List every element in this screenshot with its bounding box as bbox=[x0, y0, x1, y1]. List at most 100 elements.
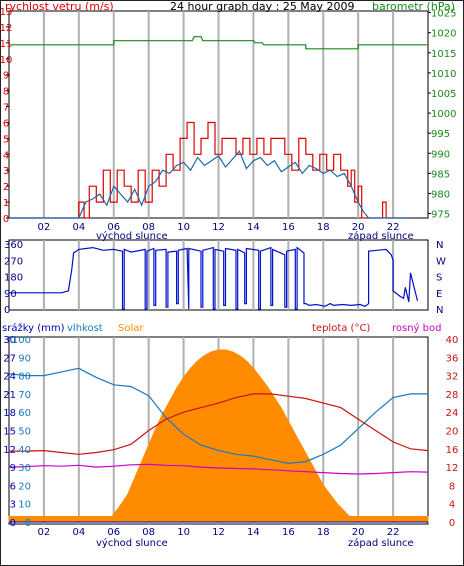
weather-xtick-2: 06 bbox=[107, 527, 120, 538]
wind-tick-1: 1 bbox=[3, 198, 9, 209]
wind-xtick-2: 06 bbox=[107, 222, 120, 233]
wind-tick-10: 10 bbox=[0, 55, 12, 66]
wind-xtick-1: 04 bbox=[72, 222, 85, 233]
wind-tick-8: 8 bbox=[3, 87, 9, 98]
pressure-tick-10: 1025 bbox=[431, 9, 456, 20]
wind-xtick-8: 18 bbox=[317, 222, 330, 233]
wind-tick-5: 5 bbox=[3, 134, 9, 145]
wind-tick-0: 0 bbox=[3, 214, 9, 225]
weather-xtick-8: 18 bbox=[317, 527, 330, 538]
temp-tick-1: 4 bbox=[449, 500, 455, 511]
wind-tick-2: 2 bbox=[3, 182, 9, 193]
humidity-tick-7: 70 bbox=[18, 390, 31, 401]
rain-tick-5: 15 bbox=[3, 427, 16, 438]
dir-compass-3: W bbox=[436, 256, 446, 267]
weather-xtick-0: 02 bbox=[38, 527, 51, 538]
humidity-tick-9: 90 bbox=[18, 353, 31, 364]
weather-xtick-6: 14 bbox=[247, 527, 260, 538]
rain-tick-1: 3 bbox=[10, 500, 16, 511]
humidity-tick-0: 0 bbox=[25, 518, 31, 529]
wind-tick-12: 12 bbox=[0, 23, 12, 34]
wind-tick-3: 3 bbox=[3, 166, 9, 177]
sunset-label-bottom: západ slunce bbox=[348, 537, 414, 549]
pressure-tick-6: 1005 bbox=[431, 89, 456, 100]
pressure-line bbox=[9, 36, 428, 50]
humidity-tick-6: 60 bbox=[18, 408, 31, 419]
rain-tick-0: 0 bbox=[10, 518, 16, 529]
dir-tick-3: 270 bbox=[4, 256, 23, 267]
sunrise-label-bottom: východ slunce bbox=[96, 537, 168, 549]
weather-xtick-5: 12 bbox=[212, 527, 225, 538]
humidity-tick-2: 20 bbox=[18, 481, 31, 492]
solar-axis-label: Solar bbox=[118, 323, 144, 334]
wind-tick-9: 9 bbox=[3, 71, 9, 82]
dir-compass-4: N bbox=[436, 240, 443, 251]
pressure-tick-1: 980 bbox=[431, 189, 450, 200]
dir-tick-2: 180 bbox=[4, 273, 23, 284]
sunrise-label-top: východ slunce bbox=[96, 230, 168, 242]
temp-tick-10: 40 bbox=[446, 335, 459, 346]
pressure-tick-2: 985 bbox=[431, 169, 450, 180]
temp-tick-4: 16 bbox=[446, 445, 459, 456]
wind-xtick-10: 22 bbox=[387, 222, 400, 233]
dir-tick-0: 0 bbox=[4, 305, 10, 316]
humidity-line bbox=[8, 367, 428, 465]
temp-tick-3: 12 bbox=[446, 463, 459, 474]
temp-tick-9: 36 bbox=[446, 353, 459, 364]
wind-xtick-0: 02 bbox=[38, 222, 51, 233]
dir-compass-1: E bbox=[436, 289, 442, 300]
wind-tick-11: 11 bbox=[0, 39, 12, 50]
pressure-tick-7: 1010 bbox=[431, 69, 456, 80]
dew-point-axis-label: rosný bod bbox=[392, 322, 441, 334]
wind-axis-label: rychlost vetru (m/s) bbox=[5, 0, 114, 13]
wind-tick-13: 13 bbox=[0, 7, 12, 18]
pressure-axis-label: barometr (hPa) bbox=[372, 0, 455, 13]
sunset-label-top: západ slunce bbox=[348, 230, 414, 242]
dir-tick-1: 90 bbox=[4, 289, 17, 300]
wind-xtick-9: 20 bbox=[352, 222, 365, 233]
humidity-tick-10: 100 bbox=[12, 335, 31, 346]
wind-tick-4: 4 bbox=[3, 150, 9, 161]
rain-tick-2: 6 bbox=[10, 481, 16, 492]
solar-area-fill bbox=[8, 349, 429, 523]
rain-tick-10: 30 bbox=[3, 335, 16, 346]
temp-tick-2: 8 bbox=[449, 481, 455, 492]
weather-xtick-1: 04 bbox=[72, 527, 85, 538]
weather-xtick-7: 16 bbox=[282, 527, 295, 538]
dir-compass-0: N bbox=[436, 305, 443, 316]
tick-labels: 0123456789101112139759809859909951000100… bbox=[0, 7, 458, 538]
pressure-tick-5: 1000 bbox=[431, 109, 456, 120]
temp-tick-7: 28 bbox=[446, 390, 459, 401]
humidity-tick-4: 40 bbox=[18, 445, 31, 456]
temp-tick-0: 0 bbox=[449, 518, 455, 529]
rain-tick-6: 18 bbox=[3, 408, 16, 419]
wind-tick-7: 7 bbox=[3, 103, 9, 114]
humidity-tick-1: 10 bbox=[18, 500, 31, 511]
humidity-tick-3: 30 bbox=[18, 463, 31, 474]
wind-xtick-4: 10 bbox=[177, 222, 190, 233]
temp-tick-5: 20 bbox=[446, 427, 459, 438]
temp-tick-6: 24 bbox=[446, 408, 459, 419]
solar-area bbox=[8, 349, 429, 523]
wind-xtick-5: 12 bbox=[212, 222, 225, 233]
humidity-axis-label: vlhkost bbox=[67, 323, 103, 334]
wind-xtick-6: 14 bbox=[247, 222, 260, 233]
rain-tick-8: 24 bbox=[3, 372, 16, 383]
weather-xtick-9: 20 bbox=[352, 527, 365, 538]
dir-tick-4: 360 bbox=[4, 240, 23, 251]
series-lines bbox=[8, 36, 429, 523]
dew-point-line bbox=[8, 463, 429, 475]
wind-tick-6: 6 bbox=[3, 118, 9, 129]
wind-avg-line bbox=[9, 149, 411, 219]
rain-tick-7: 21 bbox=[3, 390, 16, 401]
pressure-tick-9: 1020 bbox=[431, 29, 456, 40]
pressure-tick-8: 1015 bbox=[431, 49, 456, 60]
humidity-tick-8: 80 bbox=[18, 372, 31, 383]
pressure-tick-0: 975 bbox=[431, 210, 450, 221]
temperature-axis-label: teplota (°C) bbox=[312, 323, 370, 334]
rain-axis-label: srážky (mm) bbox=[2, 322, 65, 334]
wind-direction-line bbox=[9, 246, 419, 310]
weather-xtick-3: 08 bbox=[142, 527, 155, 538]
dir-compass-2: S bbox=[436, 273, 442, 284]
